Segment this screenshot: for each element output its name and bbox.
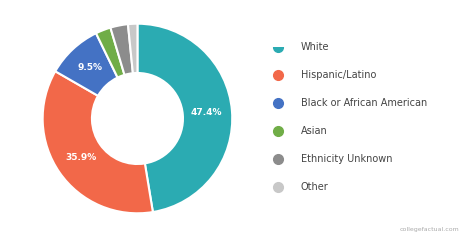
- Wedge shape: [128, 24, 137, 73]
- Text: collegefactual.com: collegefactual.com: [400, 227, 460, 232]
- Text: Ethnicity Unknown: Ethnicity Unknown: [301, 155, 392, 164]
- Text: White: White: [301, 42, 329, 52]
- Text: 47.4%: 47.4%: [191, 108, 222, 117]
- Text: Hispanic/Latino: Hispanic/Latino: [301, 70, 376, 80]
- Wedge shape: [137, 24, 232, 212]
- Text: Other: Other: [301, 182, 328, 192]
- Wedge shape: [43, 71, 153, 213]
- Wedge shape: [96, 28, 125, 77]
- Wedge shape: [110, 24, 133, 75]
- Text: 9.5%: 9.5%: [78, 64, 103, 73]
- Text: Asian: Asian: [301, 126, 328, 137]
- Text: Black or African American: Black or African American: [301, 98, 427, 108]
- Text: 35.9%: 35.9%: [65, 153, 96, 162]
- Wedge shape: [55, 33, 118, 96]
